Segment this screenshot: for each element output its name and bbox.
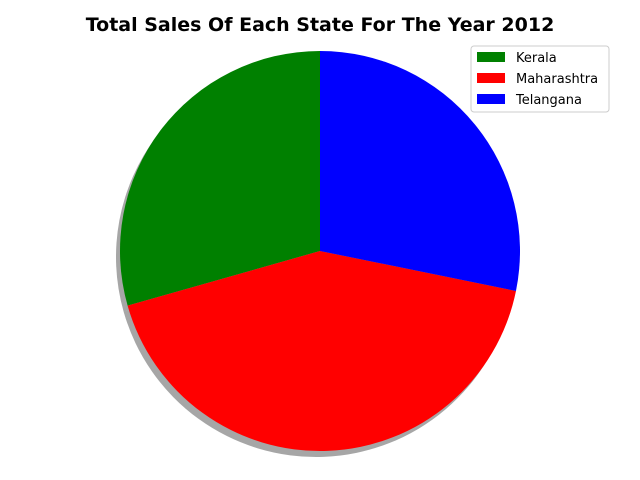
legend-frame: [470, 45, 610, 113]
pie-slice-telangana: [320, 51, 520, 291]
legend-swatch-telangana: [477, 94, 505, 104]
pie-slice-maharashtra: [127, 251, 516, 452]
legend-label-maharashtra: Maharashtra: [516, 72, 598, 87]
chart-title: Total Sales Of Each State For The Year 2…: [86, 14, 555, 36]
legend-swatch-maharashtra: [477, 73, 505, 83]
pie-slices: [119, 51, 520, 452]
legend-swatch-kerala: [477, 52, 505, 62]
legend-label-kerala: Kerala: [516, 51, 557, 66]
legend: Kerala Maharashtra Telangana: [470, 45, 610, 113]
legend-label-telangana: Telangana: [515, 93, 582, 108]
legend-entries: Kerala Maharashtra Telangana: [477, 51, 598, 108]
pie-slice-kerala: [119, 51, 320, 306]
